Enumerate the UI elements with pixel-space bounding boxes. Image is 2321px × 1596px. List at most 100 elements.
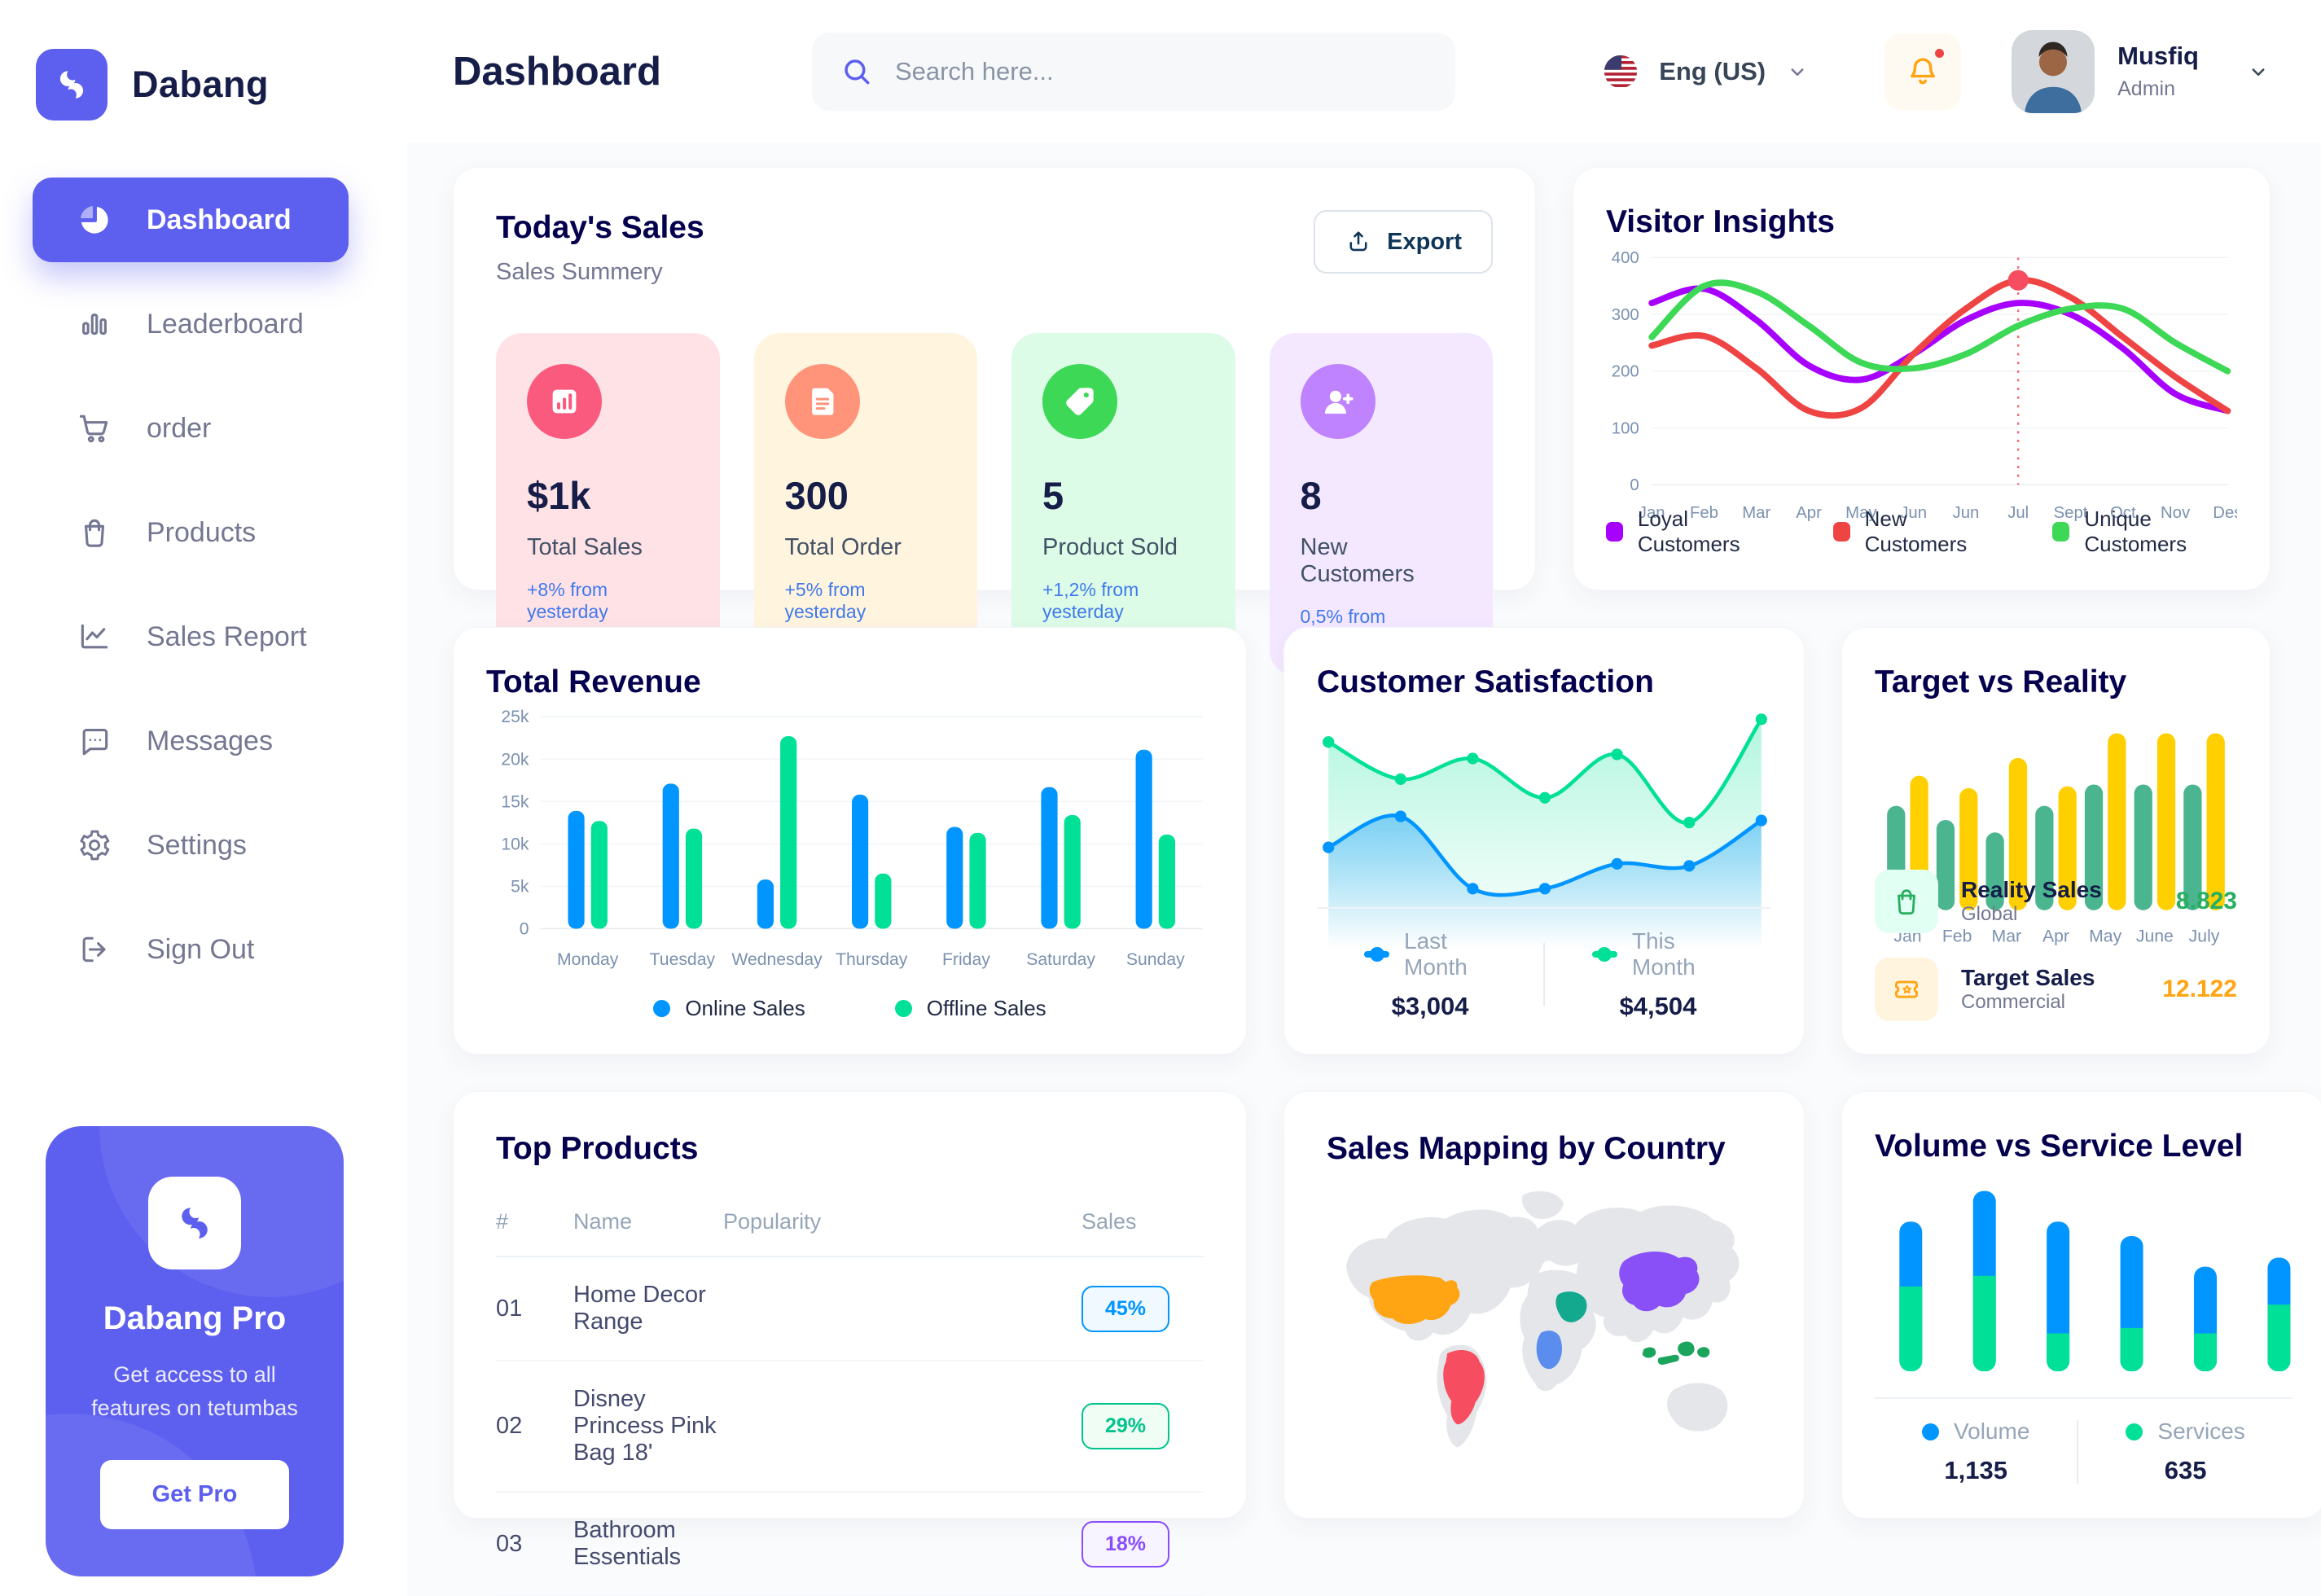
avatar — [2012, 29, 2095, 113]
map-country-usa — [1369, 1275, 1460, 1325]
export-button[interactable]: Export — [1314, 210, 1493, 274]
svg-text:May: May — [2089, 927, 2121, 945]
svg-text:Feb: Feb — [1690, 504, 1718, 522]
target-vs-reality-chart: Jan Feb Mar Apr May June July — [1875, 700, 2237, 945]
get-pro-button[interactable]: Get Pro — [99, 1460, 290, 1529]
svg-text:200: 200 — [1612, 363, 1639, 381]
target-ticket-icon — [1875, 958, 1938, 1021]
customer-satisfaction-title: Customer Satisfaction — [1317, 664, 1654, 699]
map-country-indonesia — [1642, 1341, 1710, 1366]
sidebar-item-sign-out[interactable]: Sign Out — [33, 907, 349, 992]
today-sales-card: Today's Sales Sales Summery Export — [453, 167, 1536, 676]
product-name: Disney Princess Pink Bag 18' — [573, 1361, 723, 1493]
export-icon — [1349, 231, 1367, 252]
svg-text:Thursday: Thursday — [836, 950, 908, 969]
svg-text:15k: 15k — [501, 792, 529, 811]
svg-text:0: 0 — [1630, 476, 1639, 494]
customer-satisfaction-card: Customer Satisfaction Last Month $3,004 … — [1283, 627, 1805, 1054]
svg-text:July: July — [2189, 927, 2220, 945]
sidebar-item-settings[interactable]: Settings — [33, 803, 349, 888]
svg-text:300: 300 — [1612, 306, 1639, 324]
dabang-pro-icon — [148, 1177, 241, 1269]
stat-new-customers: 8 New Customers 0,5% from yesterday — [1269, 333, 1493, 676]
today-sales-subtitle: Sales Summery — [496, 259, 663, 285]
svg-text:Mar: Mar — [1992, 927, 2022, 945]
brand[interactable]: Dabang — [0, 37, 407, 178]
total-revenue-legend: Online Sales Offline Sales — [486, 984, 1213, 1021]
language-selector[interactable]: Eng (US) — [1602, 53, 1810, 90]
user-menu[interactable]: Musfiq Admin — [2012, 29, 2271, 113]
brand-name: Dabang — [132, 64, 270, 105]
top-products-title: Top Products — [496, 1131, 699, 1166]
svg-text:5k: 5k — [511, 878, 529, 897]
user-plus-icon — [1300, 364, 1375, 439]
topbar: Dashboard Eng (US) Musfiq Admin — [407, 0, 2321, 142]
world-map — [1327, 1167, 1762, 1479]
gear-icon — [80, 830, 110, 861]
svg-text:100: 100 — [1612, 419, 1639, 437]
svg-text:Saturday: Saturday — [1026, 950, 1095, 969]
pro-subtitle: Get access to all features on tetumbas — [91, 1362, 298, 1420]
volume-service-legend: Volume 1,135 Services 635 — [1875, 1399, 2292, 1485]
main-area: Dashboard Eng (US) Musfiq Admin — [407, 0, 2321, 1596]
svg-text:Des: Des — [2213, 504, 2237, 522]
user-name: Musfiq — [2117, 42, 2199, 70]
sidebar-item-order[interactable]: order — [33, 386, 349, 471]
svg-text:0: 0 — [520, 920, 529, 939]
search-bar[interactable] — [811, 32, 1455, 111]
sidebar-item-label: Products — [147, 516, 257, 548]
search-icon — [845, 59, 870, 84]
map-country-brazil — [1443, 1350, 1485, 1425]
target-vs-reality-title: Target vs Reality — [1875, 664, 2127, 699]
stat-product-sold: 5 Product Sold +1,2% from yesterday — [1011, 333, 1235, 676]
svg-text:Oct: Oct — [2110, 504, 2136, 522]
product-rank: 01 — [496, 1256, 573, 1361]
top-products-card: Top Products # Name Popularity Sales 01 H… — [453, 1091, 1247, 1596]
sales-badge: 18% — [1082, 1520, 1169, 1568]
sidebar-item-sales-report[interactable]: Sales Report — [33, 594, 349, 679]
visitor-insights-title: Visitor Insights — [1606, 204, 1835, 239]
table-row: 01 Home Decor Range 45% — [496, 1256, 1204, 1361]
product-name: Home Decor Range — [573, 1256, 723, 1361]
sidebar-item-label: order — [147, 412, 212, 444]
search-input[interactable] — [894, 56, 1428, 86]
tag-icon — [1042, 364, 1117, 439]
svg-text:Tuesday: Tuesday — [650, 950, 716, 969]
customer-satisfaction-legend: Last Month $3,004 This Month $4,504 — [1317, 909, 1771, 1021]
bell-icon — [1911, 57, 1936, 84]
sidebar-item-dashboard[interactable]: Dashboard — [33, 178, 349, 262]
svg-text:25k: 25k — [501, 708, 529, 726]
svg-text:May: May — [1845, 504, 1877, 522]
volume-service-card: Volume vs Service Level Volume 1,135 Ser… — [1841, 1091, 2321, 1519]
product-rank: 03 — [496, 1492, 573, 1596]
product-name: Bathroom Essentials — [573, 1492, 723, 1596]
sidebar-item-products[interactable]: Products — [33, 490, 349, 575]
volume-service-chart — [1875, 1164, 2292, 1389]
chevron-down-icon — [2252, 68, 2265, 76]
visitor-insights-legend: Loyal Customers New Customers Unique Cus… — [1606, 495, 2237, 557]
pro-title: Dabang Pro — [103, 1300, 287, 1336]
user-role: Admin — [2117, 77, 2175, 100]
sidebar-item-label: Settings — [147, 829, 247, 861]
sidebar-nav: Dashboard Leaderboard order Products Sal… — [0, 178, 407, 992]
line-chart-icon — [81, 624, 108, 649]
sidebar-item-label: Leaderboard — [147, 308, 304, 340]
sidebar-item-messages[interactable]: Messages — [33, 699, 349, 783]
top-products-table: # Name Popularity Sales 01 Home Decor Ran… — [496, 1191, 1204, 1596]
visitor-insights-chart: 0 100 200 300 400 Jan Feb Mar Apr May Jun Jun Jul Sep… — [1606, 240, 2237, 522]
map-country-saudi — [1555, 1291, 1587, 1323]
sidebar-item-label: Dashboard — [147, 204, 292, 235]
sidebar: Dabang Dashboard Leaderboard order Produ… — [0, 0, 407, 1596]
svg-text:Apr: Apr — [1796, 504, 1822, 522]
sales-chart-icon — [527, 364, 602, 439]
svg-text:Jun: Jun — [1900, 504, 1927, 522]
notifications-button[interactable] — [1884, 33, 1962, 110]
us-flag-icon — [1604, 55, 1638, 88]
svg-text:Feb: Feb — [1942, 927, 1972, 945]
language-label: Eng (US) — [1659, 56, 1766, 86]
table-row: 03 Bathroom Essentials 18% — [496, 1492, 1204, 1596]
chevron-down-icon — [1791, 68, 1804, 76]
bar-chart-icon — [82, 314, 107, 335]
sidebar-item-leaderboard[interactable]: Leaderboard — [33, 282, 349, 366]
sales-badge: 45% — [1082, 1285, 1169, 1332]
